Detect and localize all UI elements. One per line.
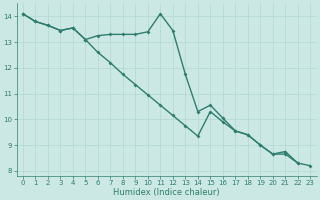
X-axis label: Humidex (Indice chaleur): Humidex (Indice chaleur) (113, 188, 220, 197)
